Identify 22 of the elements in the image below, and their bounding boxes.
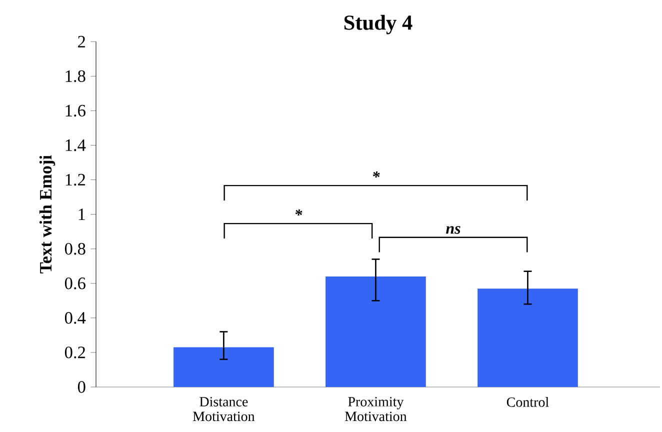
annotation: ns xyxy=(446,226,460,234)
y-tick-label: 0.6 xyxy=(64,278,86,290)
y-tick-label: 1.6 xyxy=(66,104,86,117)
y-tick-label: 0.4 xyxy=(64,312,86,324)
y-tick-label: 1 xyxy=(78,208,85,220)
y-tick-label: 0 xyxy=(78,381,86,393)
annotation: * xyxy=(295,209,302,216)
y-tick-label: 1.2 xyxy=(66,174,86,186)
y-axis-title: Text with Emoji xyxy=(39,155,56,274)
y-tick-label: 1.8 xyxy=(66,70,86,82)
bar xyxy=(174,347,274,387)
bar xyxy=(478,288,578,387)
x-tick-label: Distance Motivation xyxy=(192,397,255,422)
y-tick-label: 0.8 xyxy=(64,242,86,255)
y-tick-label: 2 xyxy=(78,36,86,48)
y-tick-label: 1.4 xyxy=(66,139,86,152)
chart-title: Study 4 xyxy=(344,14,412,34)
x-tick-label: Proximity Motivation xyxy=(345,397,407,422)
x-tick-label: Control xyxy=(506,397,549,407)
y-tick-label: 0.2 xyxy=(64,346,86,358)
annotation: * xyxy=(372,171,380,178)
bar xyxy=(326,276,426,387)
